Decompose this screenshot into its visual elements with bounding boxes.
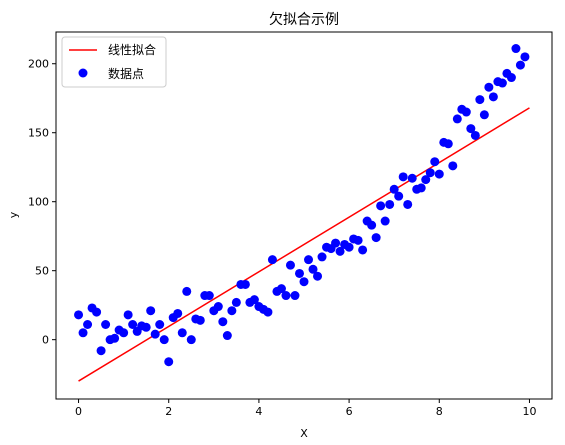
- data-point: [231, 297, 241, 307]
- data-point: [146, 306, 156, 316]
- data-point: [403, 199, 413, 209]
- data-point: [204, 291, 214, 301]
- x-tick-label: 8: [436, 405, 443, 418]
- y-tick-label: 0: [42, 334, 49, 347]
- data-point: [78, 328, 88, 338]
- data-point: [376, 201, 386, 211]
- data-point: [222, 331, 232, 341]
- data-point: [92, 307, 102, 317]
- data-point: [380, 216, 390, 226]
- data-point: [155, 319, 165, 329]
- data-point: [371, 233, 381, 243]
- data-point: [74, 310, 84, 320]
- data-point: [470, 130, 480, 140]
- data-point: [263, 307, 273, 317]
- x-tick-label: 10: [522, 405, 536, 418]
- data-point: [430, 157, 440, 167]
- data-point: [398, 172, 408, 182]
- data-point: [294, 268, 304, 278]
- data-point: [313, 271, 323, 281]
- data-point: [425, 168, 435, 178]
- y-tick-label: 100: [28, 196, 49, 209]
- data-point: [416, 183, 426, 193]
- data-point: [461, 107, 471, 117]
- data-point: [299, 277, 309, 287]
- y-tick-label: 150: [28, 127, 49, 140]
- data-point: [110, 333, 120, 343]
- data-point: [227, 306, 237, 316]
- plot-frame: [55, 31, 553, 400]
- data-point: [394, 191, 404, 201]
- data-point: [159, 335, 169, 345]
- data-point: [484, 82, 494, 92]
- plot-area: [74, 44, 530, 382]
- data-point: [443, 139, 453, 149]
- x-tick-label: 2: [165, 405, 172, 418]
- data-point: [367, 220, 377, 230]
- data-point: [285, 260, 295, 270]
- data-point: [240, 279, 250, 289]
- chart-title: 欠拟合示例: [269, 12, 339, 28]
- legend-line-label: 线性拟合: [108, 42, 156, 57]
- data-point: [421, 175, 431, 185]
- data-point: [466, 124, 476, 134]
- data-point: [195, 315, 205, 325]
- data-point: [267, 255, 277, 265]
- data-point: [304, 255, 314, 265]
- data-point: [515, 60, 525, 70]
- data-point: [119, 328, 129, 338]
- data-point: [511, 44, 521, 54]
- data-point: [173, 308, 183, 318]
- y-axis-label: y: [7, 211, 20, 218]
- legend: 线性拟合 数据点: [61, 36, 167, 88]
- data-point: [331, 238, 341, 248]
- data-point: [506, 73, 516, 83]
- data-point: [249, 295, 259, 305]
- data-point: [150, 329, 160, 339]
- data-point: [475, 95, 485, 105]
- data-point: [448, 161, 458, 171]
- data-point: [385, 199, 395, 209]
- data-point: [182, 286, 192, 296]
- data-point: [335, 246, 345, 256]
- data-point: [218, 317, 228, 327]
- data-point: [407, 173, 417, 183]
- data-point: [290, 291, 300, 301]
- data-point: [177, 328, 187, 338]
- data-point: [434, 169, 444, 179]
- x-axis: 0 2 4 6 8 10: [75, 399, 536, 418]
- data-point: [317, 252, 327, 262]
- data-point: [358, 245, 368, 255]
- x-tick-label: 0: [75, 405, 82, 418]
- legend-dot-label: 数据点: [108, 66, 144, 81]
- x-axis-label: X: [300, 427, 308, 440]
- y-axis: 0 50 100 150 200: [28, 58, 56, 347]
- data-point: [123, 310, 133, 320]
- x-tick-label: 4: [255, 405, 262, 418]
- data-point: [101, 319, 111, 329]
- data-point: [308, 264, 318, 274]
- data-point: [281, 291, 291, 301]
- x-tick-label: 6: [346, 405, 353, 418]
- data-point: [344, 242, 354, 252]
- data-point: [164, 357, 174, 367]
- data-point: [452, 114, 462, 124]
- data-point: [389, 184, 399, 194]
- data-point: [479, 110, 489, 120]
- data-point: [520, 52, 530, 62]
- data-point: [353, 235, 363, 245]
- y-tick-label: 200: [28, 58, 49, 71]
- data-point: [186, 335, 196, 345]
- data-point: [141, 322, 151, 332]
- data-point: [488, 92, 498, 102]
- data-point: [213, 302, 223, 312]
- data-point: [96, 346, 106, 356]
- y-tick-label: 50: [35, 265, 49, 278]
- data-point: [276, 284, 286, 294]
- legend-dot-swatch: [78, 68, 88, 78]
- data-point: [497, 78, 507, 88]
- data-point: [83, 319, 93, 329]
- data-point: [128, 319, 138, 329]
